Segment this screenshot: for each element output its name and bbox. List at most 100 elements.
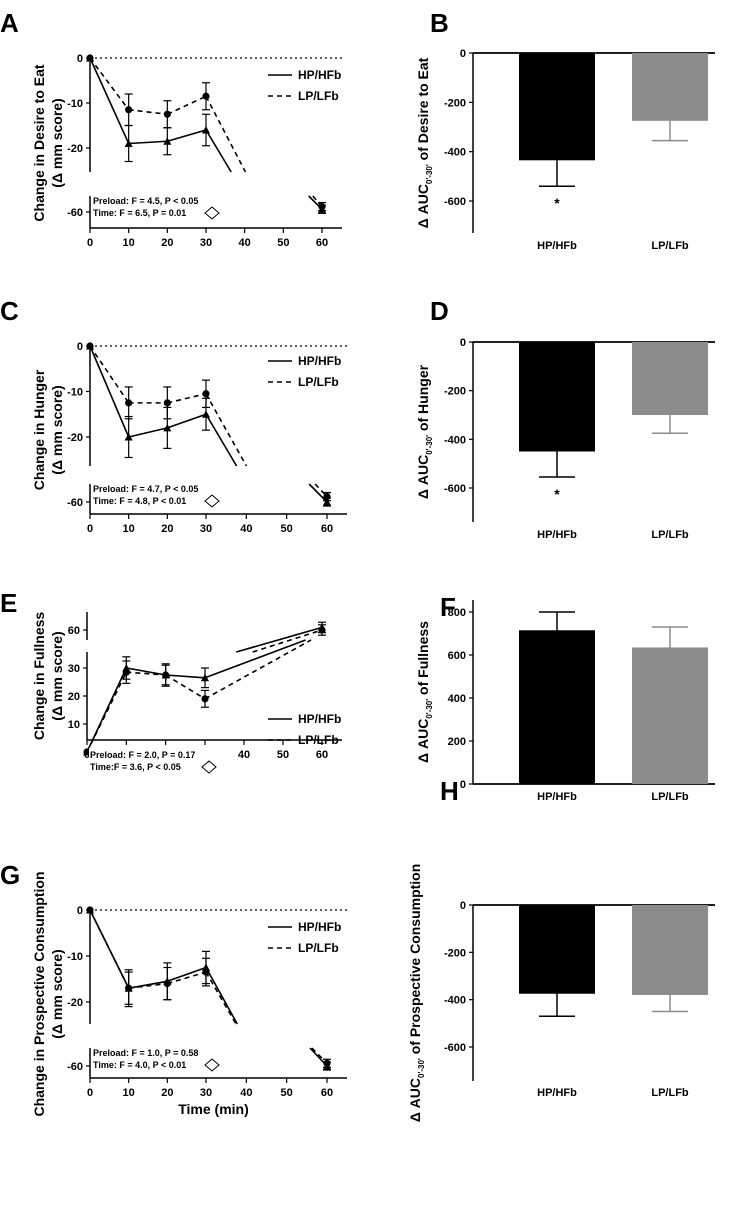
data-point bbox=[323, 498, 331, 506]
x-axis-label: Time (min) bbox=[178, 1101, 249, 1117]
data-point bbox=[125, 106, 133, 114]
series-hp-hfb bbox=[86, 906, 331, 1071]
y-tick-label: 0 bbox=[460, 337, 466, 349]
series-lp-lfb bbox=[86, 54, 326, 212]
stats-preload: Preload: F = 4.5, P < 0.05 bbox=[93, 196, 198, 206]
stats-time: Time: F = 6.5, P = 0.01 bbox=[93, 208, 186, 218]
y-tick-label: -60 bbox=[67, 207, 83, 219]
data-point bbox=[163, 423, 172, 432]
y-tick-label: 0 bbox=[460, 900, 466, 912]
data-point bbox=[162, 671, 170, 679]
legend-label: HP/HFb bbox=[298, 712, 341, 726]
bar bbox=[519, 53, 595, 161]
x-tick-label: LP/LFb bbox=[651, 1087, 689, 1099]
data-point bbox=[318, 203, 326, 211]
legend-label: HP/HFb bbox=[298, 920, 341, 934]
legend-label: LP/LFb bbox=[298, 733, 339, 747]
x-tick-label: 50 bbox=[277, 237, 289, 249]
panel-c: C 0 10 20 30 40 50 60 0 -10 -20 -60 Change in Hunger… bbox=[0, 296, 349, 535]
data-point bbox=[201, 673, 209, 682]
x-tick-label: 30 bbox=[200, 1087, 212, 1099]
x-tick-label: 20 bbox=[161, 237, 173, 249]
data-point bbox=[318, 626, 326, 634]
stats-time: Time: F = 4.8, P < 0.01 bbox=[93, 496, 186, 506]
y-tick-label: -10 bbox=[67, 98, 83, 110]
series-line-segment bbox=[205, 971, 237, 1025]
x-tick-label: 10 bbox=[123, 1087, 135, 1099]
y-tick-label: 0 bbox=[460, 779, 466, 791]
x-tick-label: 30 bbox=[200, 523, 212, 535]
series-line-segment bbox=[165, 674, 206, 679]
y-axis-label: Δ AUC0'-30' of Hunger bbox=[415, 364, 434, 499]
x-tick-label: 0 bbox=[87, 1087, 93, 1099]
panel-d: D0 -200 -400 -600 Δ AUC0'-30' of Hunger * HP/H… bbox=[415, 296, 715, 541]
x-tick-label: 10 bbox=[123, 237, 135, 249]
stats-preload: Preload: F = 2.0, P = 0.17 bbox=[90, 750, 195, 760]
y-tick-label: 0 bbox=[77, 53, 83, 65]
y-axis-label-units: (Δ mm score) bbox=[49, 385, 65, 474]
y-tick-label: 0 bbox=[460, 48, 466, 60]
series-line-segment bbox=[165, 674, 206, 700]
bar bbox=[632, 647, 708, 784]
y-tick-label: -400 bbox=[444, 995, 466, 1007]
x-tick-label: 60 bbox=[321, 1087, 333, 1099]
series-line-segment bbox=[126, 671, 166, 676]
panel-label: C bbox=[0, 296, 19, 326]
series-line-segment bbox=[167, 392, 207, 404]
series-line-segment bbox=[204, 639, 312, 700]
x-tick-label: 20 bbox=[161, 1087, 173, 1099]
y-label-rest: of Prospective Consumption bbox=[407, 864, 423, 1058]
x-tick-label: 20 bbox=[161, 523, 173, 535]
y-tick-label: -20 bbox=[67, 432, 83, 444]
series-line-segment bbox=[128, 108, 168, 116]
x-tick-label: HP/HFb bbox=[537, 791, 577, 803]
y-axis-label-units: (Δ mm score) bbox=[49, 631, 65, 720]
panel-label: H bbox=[440, 776, 459, 806]
x-tick-label: 50 bbox=[281, 523, 293, 535]
series-line-segment bbox=[89, 57, 130, 111]
y-label-subscript: 0'-30' bbox=[425, 699, 434, 719]
y-tick-label: -400 bbox=[444, 147, 466, 159]
y-axis-label: Δ AUC0'-30' of Fullness bbox=[415, 621, 434, 763]
data-point bbox=[163, 399, 171, 407]
data-point bbox=[125, 984, 133, 992]
data-point bbox=[86, 342, 94, 350]
x-tick-label: 30 bbox=[200, 237, 212, 249]
stats-time: Time:F = 3.6, P < 0.05 bbox=[90, 762, 181, 772]
x-tick-label: 60 bbox=[316, 237, 328, 249]
series-line-segment bbox=[89, 345, 130, 438]
y-label-main: Δ AUC bbox=[407, 1078, 423, 1122]
y-label-rest: of Hunger bbox=[415, 364, 431, 435]
series-line-segment bbox=[314, 483, 328, 498]
y-axis-label-units: (Δ mm score) bbox=[49, 98, 65, 187]
data-point bbox=[202, 390, 210, 398]
stats-background bbox=[92, 194, 220, 220]
stats-preload: Preload: F = 4.7, P < 0.05 bbox=[93, 484, 198, 494]
series-lp-lfb bbox=[86, 906, 331, 1068]
diamond-icon bbox=[204, 1058, 220, 1072]
data-point bbox=[163, 137, 172, 145]
series-hp-hfb bbox=[86, 342, 331, 507]
panel-label: E bbox=[0, 588, 17, 618]
stats-background bbox=[92, 482, 220, 508]
series-line-segment bbox=[167, 129, 207, 143]
diamond-icon bbox=[204, 494, 220, 508]
data-point bbox=[323, 1059, 331, 1067]
series-line-segment bbox=[86, 667, 128, 753]
data-point bbox=[202, 92, 210, 100]
y-tick-label: 200 bbox=[448, 736, 466, 748]
y-tick-label: 0 bbox=[77, 905, 83, 917]
data-point bbox=[202, 410, 210, 418]
y-tick-label: -10 bbox=[67, 951, 83, 963]
x-tick-label: HP/HFb bbox=[537, 1087, 577, 1099]
data-point bbox=[163, 980, 171, 988]
y-tick-label: 20 bbox=[68, 691, 80, 703]
y-label-subscript: 0'-30' bbox=[425, 435, 434, 455]
bar bbox=[519, 905, 595, 994]
panel-a: A 0 10 20 30 40 50 60 0 -10 -20 -60 Change in Desire… bbox=[0, 8, 344, 249]
panel-label: D bbox=[430, 296, 449, 326]
y-tick-label: 600 bbox=[448, 650, 466, 662]
x-tick-label: 0 bbox=[87, 237, 93, 249]
